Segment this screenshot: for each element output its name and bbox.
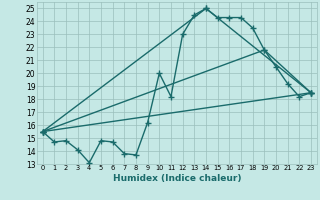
X-axis label: Humidex (Indice chaleur): Humidex (Indice chaleur) <box>113 174 241 183</box>
